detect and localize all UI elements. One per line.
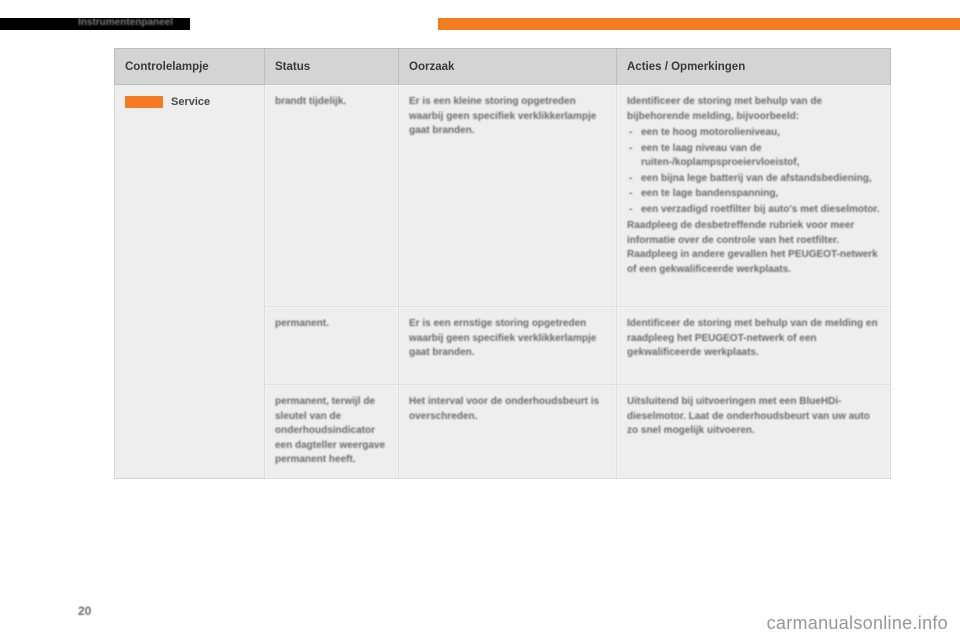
cell-cause: Er is een ernstige storing opgetreden wa… (399, 307, 617, 385)
watermark: carmanualsonline.info (767, 613, 948, 634)
cell-actions: Identificeer de storing met behulp van d… (617, 307, 891, 385)
actions-outro: Raadpleeg de desbetreffende rubriek voor… (627, 220, 878, 275)
cell-lamp: Service (115, 85, 265, 479)
actions-list: een te hoog motorolieniveau, een te laag… (627, 126, 880, 217)
service-lamp-icon (125, 96, 163, 108)
col-header-cause: Oorzaak (399, 49, 617, 85)
warning-lamp-table: Controlelampje Status Oorzaak Acties / O… (114, 48, 891, 479)
col-header-status: Status (265, 49, 399, 85)
list-item: een bijna lege batterij van de afstandsb… (627, 172, 880, 187)
list-item: een te lage bandenspanning, (627, 187, 880, 202)
lamp-name: Service (171, 95, 210, 111)
cell-status: permanent, terwijl de sleutel van de ond… (265, 385, 399, 479)
actions-intro: Identificeer de storing met behulp van d… (627, 96, 822, 122)
table-header-row: Controlelampje Status Oorzaak Acties / O… (115, 49, 891, 85)
list-item: een te hoog motorolieniveau, (627, 126, 880, 141)
page-number: 20 (78, 604, 91, 618)
cell-status: brandt tijdelijk. (265, 85, 399, 307)
cell-actions: Identificeer de storing met behulp van d… (617, 85, 891, 307)
header-stripe-orange (438, 18, 960, 30)
col-header-lamp: Controlelampje (115, 49, 265, 85)
lamp-block: Service (125, 95, 254, 111)
list-item: een te laag niveau van de ruiten-/koplam… (627, 142, 880, 171)
table-row: Service brandt tijdelijk. Er is een klei… (115, 85, 891, 307)
cell-actions: Uitsluitend bij uitvoeringen met een Blu… (617, 385, 891, 479)
list-item: een verzadigd roetfilter bij auto's met … (627, 203, 880, 218)
col-header-actions: Acties / Opmerkingen (617, 49, 891, 85)
cell-status: permanent. (265, 307, 399, 385)
section-title: Instrumentenpaneel (78, 17, 173, 28)
cell-cause: Het interval voor de onderhoudsbeurt is … (399, 385, 617, 479)
page: Instrumentenpaneel Controlelampje Status… (0, 0, 960, 640)
cell-cause: Er is een kleine storing opgetreden waar… (399, 85, 617, 307)
